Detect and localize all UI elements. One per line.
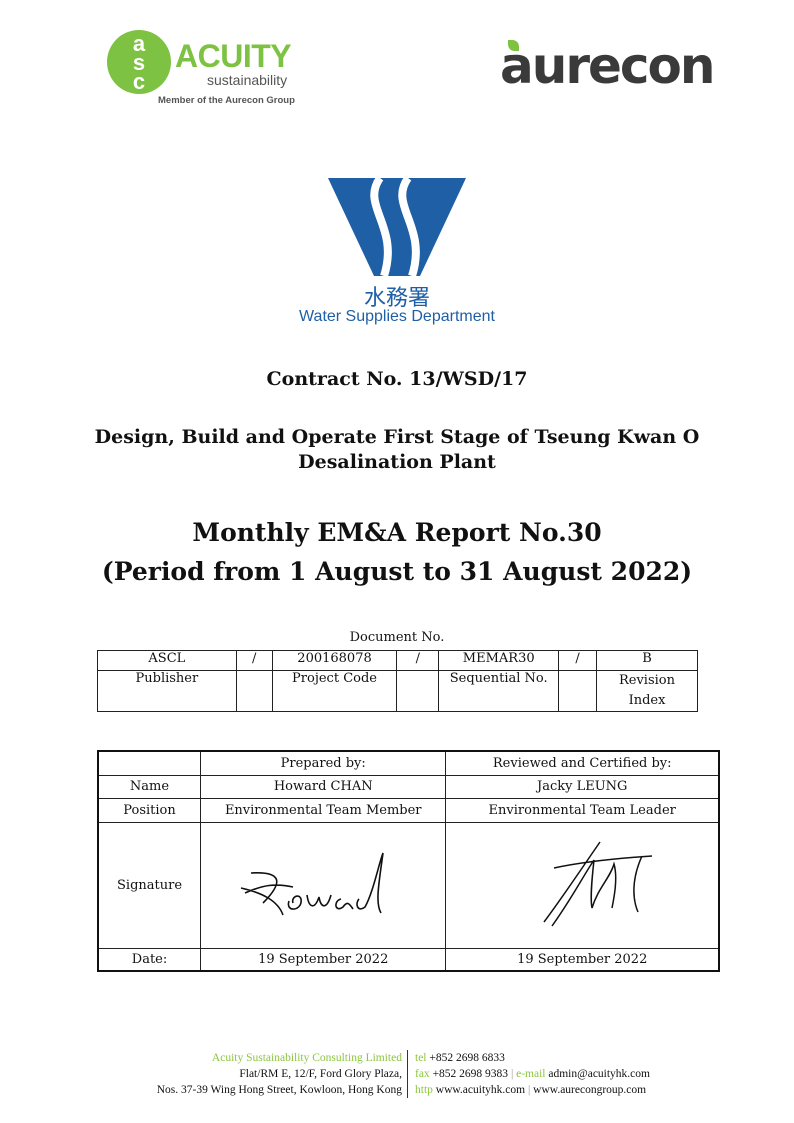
empty-cell <box>235 670 273 712</box>
acuity-tagline: Member of the Aurecon Group <box>158 95 295 106</box>
revision-index-text: Revision Index <box>618 673 675 708</box>
wsd-english: Water Supplies Department <box>299 308 495 325</box>
tel-label: tel <box>415 1052 427 1064</box>
header-reviewed-by: Reviewed and Certified by: <box>445 750 720 776</box>
header-empty <box>97 750 202 776</box>
header-prepared-by: Prepared by: <box>200 750 447 776</box>
prepared-date: 19 September 2022 <box>200 947 447 972</box>
signature-howard-image <box>241 852 385 916</box>
wsd-logo: 水務署 Water Supplies Department <box>280 176 514 336</box>
footer-address-line2: Nos. 37-39 Wing Hong Street, Kowloon, Ho… <box>156 1084 402 1096</box>
revision-index-value: B <box>596 650 698 671</box>
reviewed-date: 19 September 2022 <box>445 947 720 972</box>
fax-value: +852 2698 9383 <box>432 1068 509 1080</box>
separator: / <box>235 650 273 671</box>
email-link[interactable]: admin@acuityhk.com <box>548 1068 650 1080</box>
prepared-signature <box>200 821 447 949</box>
aurecon-logo: aurecon <box>500 34 720 95</box>
row-label-date: Date: <box>97 947 202 972</box>
reviewed-position: Environmental Team Leader <box>445 797 720 823</box>
prepared-position: Environmental Team Member <box>200 797 447 823</box>
footer-divider <box>407 1050 408 1098</box>
email-label: e-mail <box>516 1068 546 1080</box>
report-title-line2: (Period from 1 August to 31 August 2022) <box>101 557 693 586</box>
acuity-name: ACUITY <box>175 38 292 74</box>
row-label-signature: Signature <box>97 821 202 949</box>
acuity-website-link[interactable]: www.acuityhk.com <box>435 1084 526 1096</box>
signoff-table: Prepared by: Reviewed and Certified by: … <box>97 750 720 972</box>
tel-value: +852 2698 6833 <box>429 1052 505 1064</box>
empty-cell <box>396 670 440 712</box>
reviewed-name: Jacky LEUNG <box>445 774 720 799</box>
empty-cell <box>558 670 597 712</box>
leaf-icon <box>508 40 519 51</box>
project-code-label: Project Code <box>271 670 398 712</box>
reviewed-signature <box>445 821 720 949</box>
document-no-label: Document No. <box>349 630 445 645</box>
footer-company: Acuity Sustainability Consulting Limited <box>211 1052 402 1064</box>
aurecon-website-link[interactable]: www.aurecongroup.com <box>533 1084 647 1096</box>
wsd-chinese: 水務署 <box>363 286 430 311</box>
sequential-no-value: MEMAR30 <box>438 650 560 671</box>
report-title-line1: Monthly EM&A Report No.30 <box>192 518 602 547</box>
fax-label: fax <box>415 1068 430 1080</box>
revision-index-label: Revision Index <box>596 670 698 712</box>
footer-address-line1: Flat/RM E, 12/F, Ford Glory Plaza, <box>239 1068 402 1080</box>
publisher-value: ASCL <box>97 650 237 671</box>
publisher-label: Publisher <box>97 670 237 712</box>
separator: / <box>396 650 440 671</box>
project-title-line2: Desalination Plant <box>298 451 496 473</box>
row-label-name: Name <box>97 774 202 799</box>
signature-jacky-image <box>543 841 653 927</box>
footer-contact: tel +852 2698 6833 fax +852 2698 9383 | … <box>415 1052 650 1096</box>
project-title-line1: Design, Build and Operate First Stage of… <box>94 426 700 448</box>
wsd-emblem-icon <box>328 176 466 278</box>
sequential-no-label: Sequential No. <box>438 670 560 712</box>
project-code-value: 200168078 <box>271 650 398 671</box>
row-label-position: Position <box>97 797 202 823</box>
http-label: http <box>415 1084 433 1096</box>
contract-no: Contract No. 13/WSD/17 <box>266 368 528 390</box>
prepared-name: Howard CHAN <box>200 774 447 799</box>
aurecon-name: aurecon <box>500 37 715 95</box>
separator: / <box>558 650 597 671</box>
footer-address: Acuity Sustainability Consulting Limited… <box>157 1050 402 1098</box>
document-no-table: ASCL / 200168078 / MEMAR30 / B Publisher… <box>97 650 698 712</box>
acuity-sub: sustainability <box>207 72 288 88</box>
